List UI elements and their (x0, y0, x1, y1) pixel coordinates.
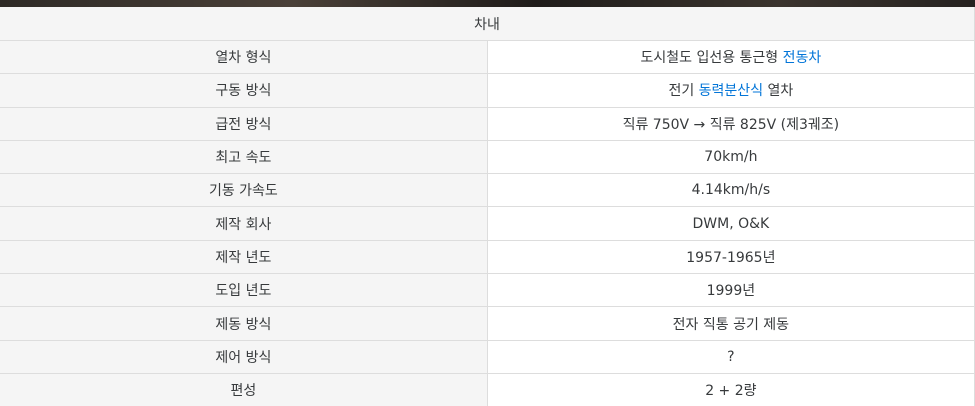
row-label: 급전 방식 (0, 106, 488, 141)
row-value: 1999년 (487, 273, 975, 307)
train-infobox: 차내 열차 형식 도시철도 입선용 통근형 전동차 구동 방식 전기 동력분산식… (0, 7, 975, 406)
infobox-row-build-years: 제작 년도 1957-1965년 (0, 239, 975, 274)
row-value: 전자 직통 공기 제동 (487, 306, 975, 341)
value-text: 열차 (763, 83, 794, 100)
row-value: 직류 750V → 직류 825V (제3궤조) (487, 106, 975, 141)
row-value: 1957-1965년 (487, 239, 975, 274)
link-distributed-traction[interactable]: 동력분산식 (698, 83, 764, 100)
row-value: 전기 동력분산식 열차 (487, 73, 975, 108)
infobox-row-acceleration: 기동 가속도 4.14km/h/s (0, 173, 975, 207)
row-label: 제동 방식 (0, 306, 488, 341)
infobox-row-manufacturer: 제작 회사 DWM, O&K (0, 206, 975, 241)
row-label: 최고 속도 (0, 139, 488, 174)
infobox-row-formation: 편성 2 + 2량 (0, 372, 975, 406)
row-label: 제작 회사 (0, 206, 488, 241)
row-label: 도입 년도 (0, 273, 488, 307)
infobox-row-power-supply: 급전 방식 직류 750V → 직류 825V (제3궤조) (0, 106, 975, 141)
row-label: 열차 형식 (0, 39, 488, 74)
row-value: 4.14km/h/s (487, 173, 975, 207)
row-label: 제작 년도 (0, 239, 488, 274)
infobox-row-introduced: 도입 년도 1999년 (0, 273, 975, 307)
header-photo (0, 0, 975, 7)
row-value: 2 + 2량 (487, 372, 975, 406)
row-label: 기동 가속도 (0, 173, 488, 207)
value-text: 도시철도 입선용 통근형 (640, 50, 783, 67)
row-value: 도시철도 입선용 통근형 전동차 (487, 39, 975, 74)
row-value: ? (487, 339, 975, 374)
link-emu[interactable]: 전동차 (782, 50, 822, 67)
row-label: 구동 방식 (0, 73, 488, 108)
row-value: DWM, O&K (487, 206, 975, 241)
row-value: 70km/h (487, 139, 975, 174)
infobox-row-brake: 제동 방식 전자 직통 공기 제동 (0, 306, 975, 341)
row-label: 편성 (0, 372, 488, 406)
infobox-row-train-type: 열차 형식 도시철도 입선용 통근형 전동차 (0, 39, 975, 74)
value-text: 전기 (668, 83, 699, 100)
infobox-row-drive: 구동 방식 전기 동력분산식 열차 (0, 73, 975, 108)
infobox-row-max-speed: 최고 속도 70km/h (0, 139, 975, 174)
infobox-caption-row: 차내 (0, 7, 975, 41)
infobox-row-control: 제어 방식 ? (0, 339, 975, 374)
row-label: 제어 방식 (0, 339, 488, 374)
infobox-caption: 차내 (0, 7, 975, 41)
